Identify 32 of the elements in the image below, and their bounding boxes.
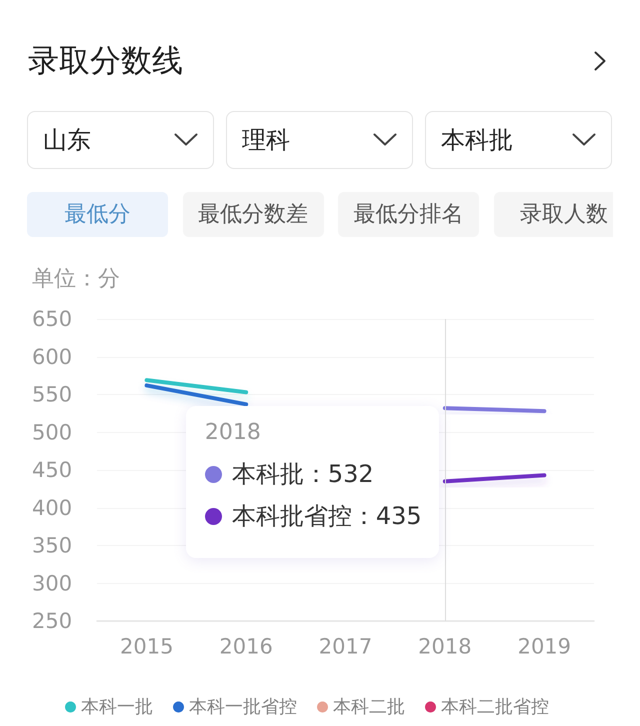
y-tick-label: 250 xyxy=(32,609,72,633)
tab: 最低分排名 xyxy=(338,192,479,237)
dropdown-field: 理科 xyxy=(226,111,413,169)
x-tick-label: 2016 xyxy=(219,634,273,658)
annotation: ：532 xyxy=(304,460,374,488)
x-tick-label: 2018 xyxy=(418,634,472,658)
legend-label: 本科二批省控 xyxy=(441,696,549,718)
x-tick-label: 2017 xyxy=(318,634,372,658)
x-tick-label: 2019 xyxy=(518,634,572,658)
dropdown-field: 山东 xyxy=(27,111,214,169)
legend-label: 本科批 xyxy=(232,460,304,488)
tab: 最低分数差 xyxy=(182,192,324,237)
annotation: ：435 xyxy=(352,502,422,530)
tab: 录取人数 xyxy=(494,192,613,237)
legend-label: 本科批省控 xyxy=(232,502,352,530)
y-tick-label: 650 xyxy=(32,307,72,331)
legend-label: 本科一批 xyxy=(81,696,153,718)
y-tick-label: 300 xyxy=(32,571,72,596)
y-tick-label: 600 xyxy=(32,344,72,369)
legend-label: 本科一批省控 xyxy=(189,696,297,718)
y-tick-label: 400 xyxy=(32,496,72,520)
y-tick-label: 450 xyxy=(32,458,72,482)
annotation: 2018 xyxy=(204,419,262,448)
dropdown-field: 本科批 xyxy=(425,111,612,169)
y-tick-label: 350 xyxy=(32,534,72,558)
x-tick-label: 2015 xyxy=(120,634,174,658)
y-tick-label: 500 xyxy=(32,420,72,444)
y-tick-label: 550 xyxy=(32,382,72,406)
y-axis-title: 单位：分 xyxy=(32,266,120,292)
tab: 最低分 xyxy=(27,192,168,237)
chart-title: 录取分数线 xyxy=(28,42,183,81)
legend-label: 本科二批 xyxy=(333,696,405,718)
